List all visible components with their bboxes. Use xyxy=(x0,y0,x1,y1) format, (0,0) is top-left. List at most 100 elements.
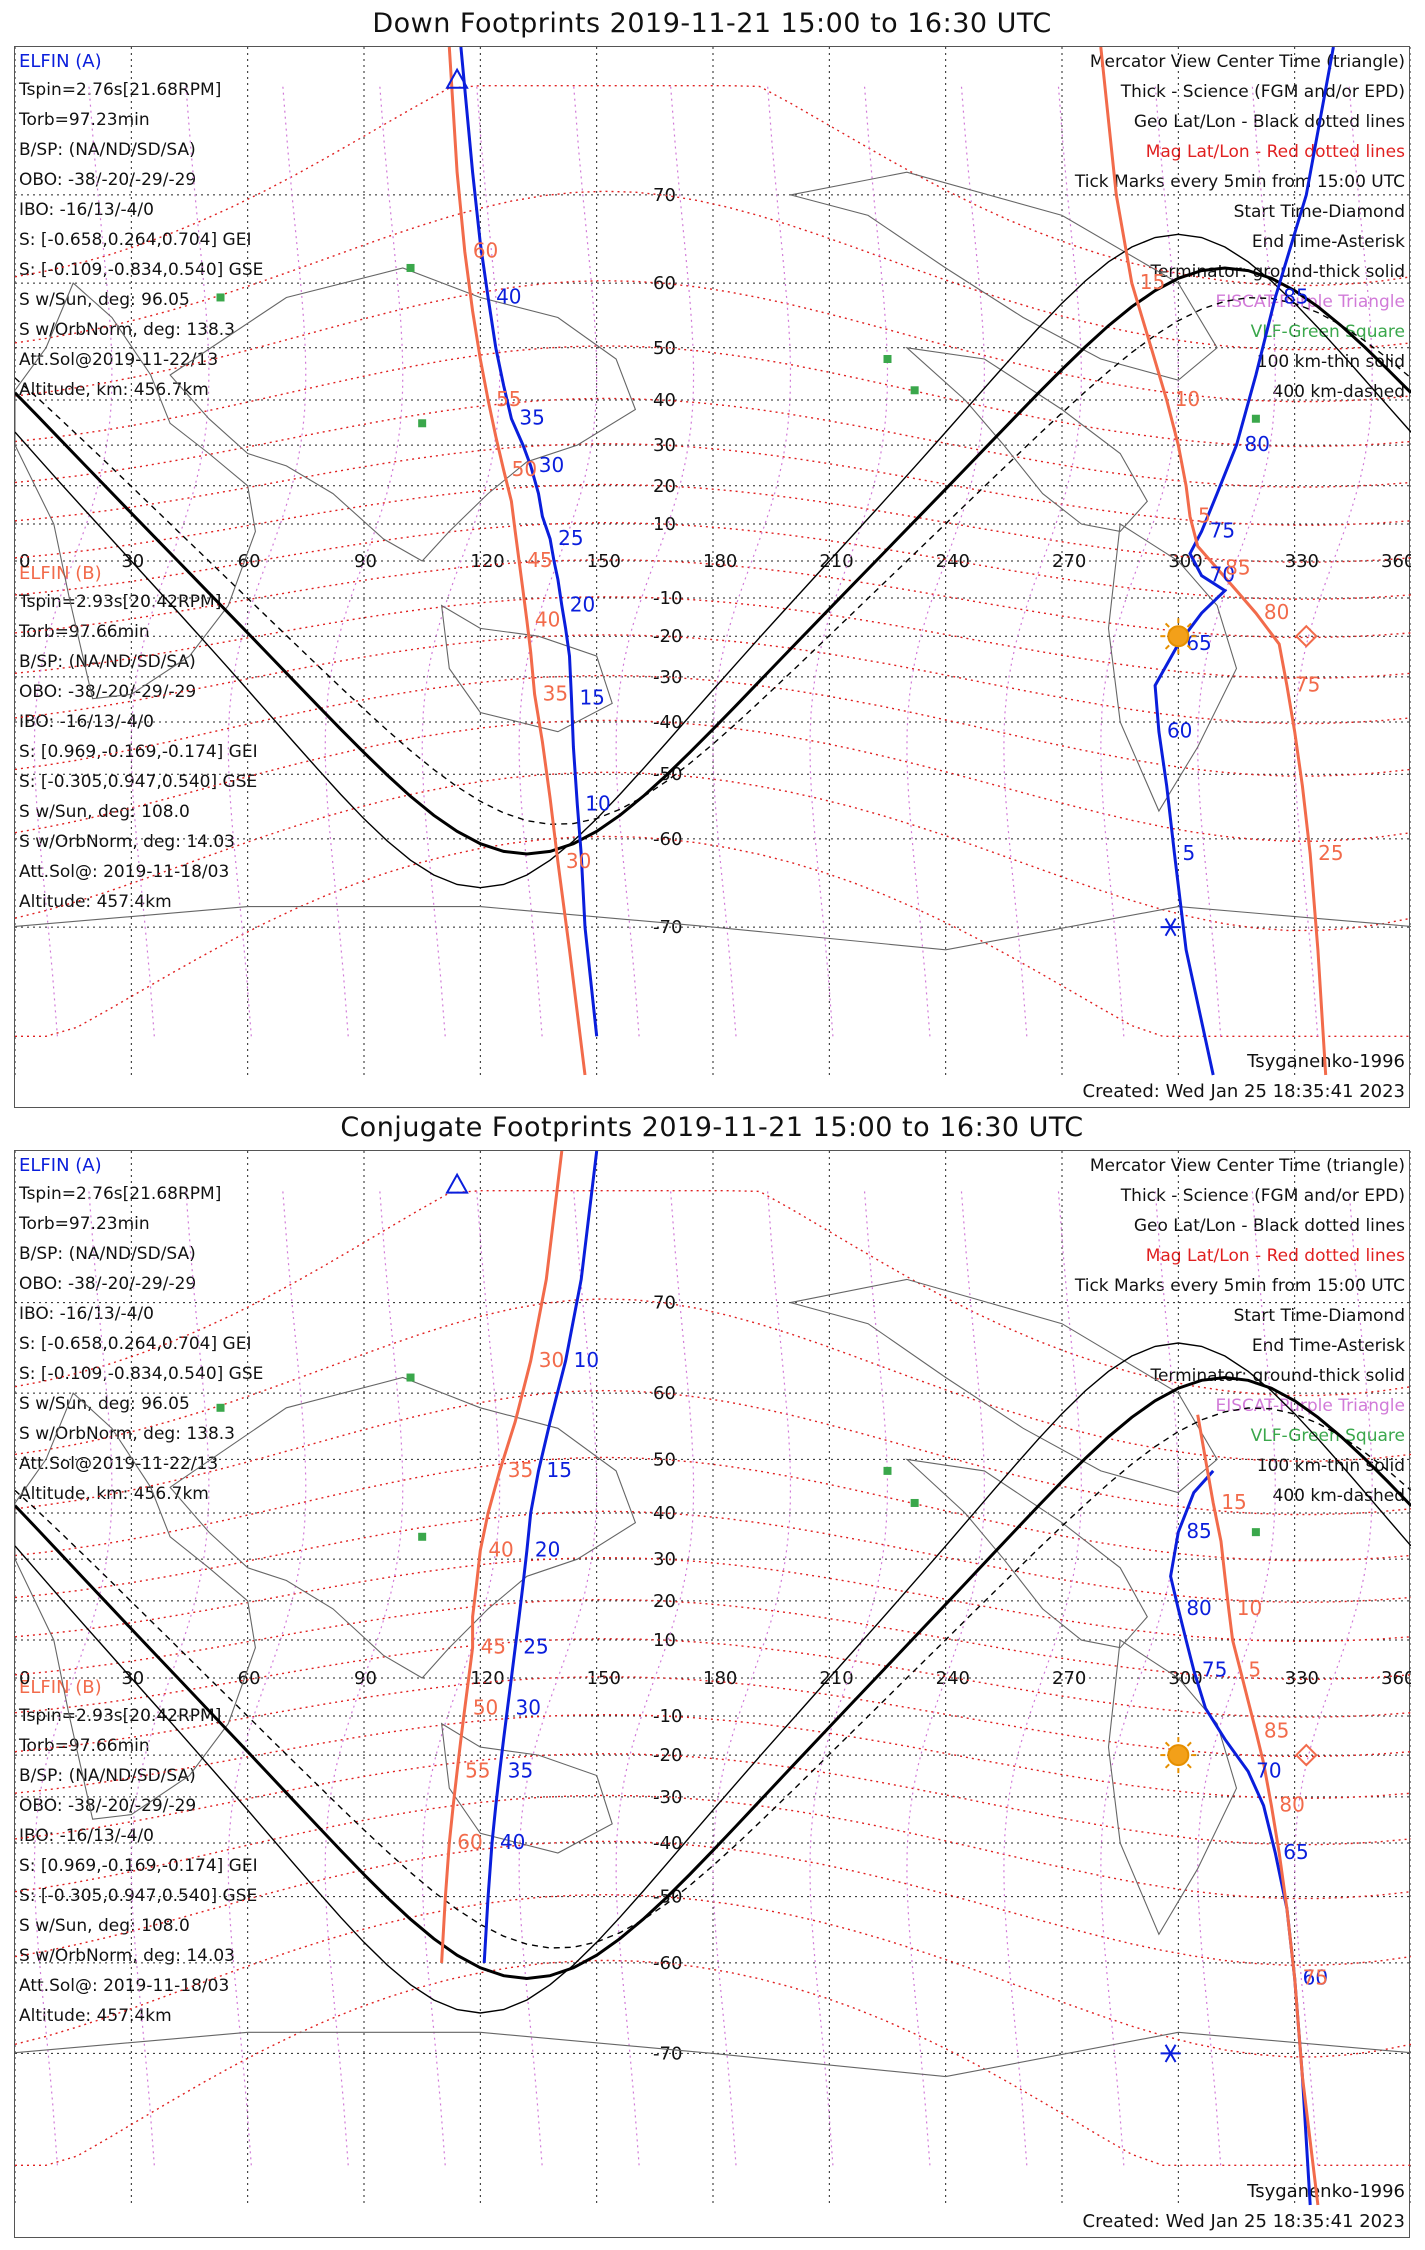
elfin-b-tick-label: 85 xyxy=(1225,555,1250,579)
elfin-a-track-1 xyxy=(459,47,599,1037)
lat-tick-label: -10 xyxy=(653,1706,682,1727)
elfin-a-info-line: S w/OrbNorm, deg: 138.3 xyxy=(19,1424,235,1444)
elfin-b-info-line: B/SP: (NA/ND/SD/SA) xyxy=(19,652,196,672)
legend-line: Terminator: ground-thick solid xyxy=(1149,1366,1405,1386)
elfin-a-tick-label: 35 xyxy=(519,406,544,430)
elfin-a-tick-label: 60 xyxy=(1167,719,1192,743)
mag-latitude-line xyxy=(15,1840,1411,1966)
elfin-a-tick-label: 20 xyxy=(535,1537,560,1561)
lat-tick-label: -40 xyxy=(653,712,682,733)
elfin-b-tick-label: 80 xyxy=(1279,1793,1304,1817)
mag-latitude-line xyxy=(15,1753,1411,1846)
vlf-site-icon xyxy=(418,1532,427,1541)
mag-meridian-line xyxy=(1197,85,1276,1037)
elfin-a-tick-label: 25 xyxy=(558,526,583,550)
elfin-a-info-line: S: [-0.658,0.264,0.704] GEI xyxy=(19,1334,251,1354)
mag-meridian-line xyxy=(518,85,598,1037)
mag-latitude-line xyxy=(15,1675,1411,1757)
vlf-site-icon xyxy=(910,1498,919,1507)
elfin-b-tick-label: 75 xyxy=(1303,1965,1328,1989)
legend-line: Geo Lat/Lon - Black dotted lines xyxy=(1134,1216,1405,1236)
elfin-a-header: ELFIN (A) xyxy=(19,51,102,72)
mag-latitude-line xyxy=(15,190,1411,351)
legend-line: Terminator: ground-thick solid xyxy=(1149,262,1405,282)
lat-tick-label: 70 xyxy=(653,185,676,206)
vlf-site-icon xyxy=(883,354,892,363)
landmass-outline xyxy=(1107,1639,1238,1936)
mag-latitude-line xyxy=(15,483,1411,563)
top-map-svg: ELFIN (A) Tspin=2.76s[21.68RPM] Torb=97.23… xyxy=(15,47,1411,1102)
elfin-b-tick-label: 80 xyxy=(1264,600,1289,624)
mag-meridian-line xyxy=(906,1190,986,2166)
mag-meridian-line xyxy=(324,1190,404,2166)
elfin-a-tick-label: 85 xyxy=(1186,1519,1211,1543)
elfin-b-info-line: Tspin=2.93s[20.42RPM] xyxy=(18,592,221,612)
elfin-a-info-line: IBO: -16/13/-4/0 xyxy=(19,200,154,220)
elfin-a-track-2 xyxy=(1169,1469,1312,2206)
elfin-b-tick-label: 40 xyxy=(488,1537,513,1561)
elfin-a-info-line: OBO: -38/-20/-29/-29 xyxy=(19,1274,196,1294)
elfin-a-tick-label: 75 xyxy=(1210,518,1235,542)
elfin-b-header: ELFIN (B) xyxy=(19,563,102,584)
lat-tick-label: 40 xyxy=(653,1503,676,1524)
elfin-b-info-line: B/SP: (NA/ND/SD/SA) xyxy=(19,1766,196,1786)
mag-meridian-line xyxy=(1100,1190,1179,2166)
legend-line: 400 km-dashed xyxy=(1273,1486,1405,1506)
lat-tick-label: -60 xyxy=(653,829,682,850)
mag-meridian-line xyxy=(1294,1190,1373,2166)
sun-marker-icon xyxy=(1167,1744,1190,1767)
end-time-asterisk-icon xyxy=(1164,2044,1177,2063)
mag-meridian-line xyxy=(227,1190,307,2166)
elfin-a-tick-label: 10 xyxy=(585,792,610,816)
legend-line: Geo Lat/Lon - Black dotted lines xyxy=(1134,112,1405,132)
elfin-b-tick-label: 10 xyxy=(1175,387,1200,411)
elfin-b-track-2 xyxy=(1099,47,1328,1076)
mag-meridian-line xyxy=(712,1190,792,2166)
elfin-a-info-line: Att.Sol@2019-11-22/13 xyxy=(19,1454,218,1474)
lon-tick-label: 120 xyxy=(470,551,504,572)
elfin-a-tick-label: 30 xyxy=(539,453,564,477)
elfin-b-track-2 xyxy=(1196,1414,1320,2206)
elfin-b-info-line: S: [-0.305,0.947,0.540] GSE xyxy=(19,1886,257,1906)
elfin-b-tick-label: 5 xyxy=(1248,1657,1261,1681)
mag-latitude-line xyxy=(15,1389,1411,1516)
terminator-ground-line xyxy=(15,1375,1411,1981)
mag-latitude-line xyxy=(15,1510,1411,1603)
elfin-a-info-line: S: [-0.109,-0.834,0.540] GSE xyxy=(19,260,263,280)
elfin-a-info-line: Altitude, km: 456.7km xyxy=(19,380,209,400)
elfin-a-tick-label: 65 xyxy=(1186,631,1211,655)
elfin-b-info-line: S: [-0.305,0.947,0.540] GSE xyxy=(19,772,257,792)
elfin-b-tick-label: 15 xyxy=(1221,1490,1246,1514)
elfin-b-tick-label: 75 xyxy=(1295,672,1320,696)
elfin-b-tick-label: 50 xyxy=(512,457,537,481)
elfin-a-tick-label: 10 xyxy=(574,1348,599,1372)
vlf-site-icon xyxy=(216,293,225,302)
elfin-b-track-1 xyxy=(447,47,587,1076)
elfin-a-track-1 xyxy=(482,1151,599,1963)
mag-meridian-line xyxy=(1100,85,1179,1037)
landmass-outline xyxy=(790,1278,1218,1494)
landmass-outline xyxy=(440,604,613,733)
elfin-b-tick-label: 85 xyxy=(1264,1718,1289,1742)
elfin-b-info-line: S: [0.969,-0.169,-0.174] GEI xyxy=(19,742,258,762)
mag-meridian-line xyxy=(1197,1190,1276,2166)
lat-tick-label: -20 xyxy=(653,626,682,647)
landmass-outline xyxy=(15,282,256,700)
grid-layer: 0 30 60 90 120 150 180 210 240 270 300 330 360706050… xyxy=(15,47,1411,1075)
elfin-b-tick-label: 35 xyxy=(508,1458,533,1482)
mag-meridian-line xyxy=(518,1190,598,2166)
elfin-b-tick-label: 30 xyxy=(539,1348,564,1372)
elfin-b-tick-label: 45 xyxy=(481,1635,506,1659)
elfin-b-info-line: Altitude: 457.4km xyxy=(19,892,172,912)
elfin-b-tick-label: 40 xyxy=(535,608,560,632)
sun-ray-icon xyxy=(1164,622,1170,628)
vlf-site-icon xyxy=(406,1373,415,1382)
lat-tick-label: -10 xyxy=(653,588,682,609)
mag-meridian-line xyxy=(33,85,113,1037)
elfin-b-tick-label: 55 xyxy=(496,387,521,411)
legend-line: Mercator View Center Time (triangle) xyxy=(1090,1156,1405,1176)
mag-meridian-line xyxy=(712,85,792,1037)
curve-layer: 1015202530354085807570656030354045505560… xyxy=(15,1151,1411,2206)
elfin-a-tick-label: 80 xyxy=(1245,432,1270,456)
mag-latitude-line xyxy=(15,634,1411,725)
